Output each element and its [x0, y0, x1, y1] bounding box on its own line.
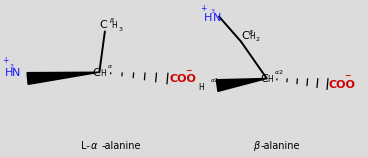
Text: -alanine: -alanine — [102, 141, 141, 151]
Text: H: H — [268, 75, 273, 84]
Text: H: H — [4, 68, 13, 78]
Text: H: H — [249, 32, 255, 41]
Text: L-: L- — [81, 141, 90, 151]
Text: α: α — [107, 64, 112, 69]
Text: −: − — [185, 66, 191, 75]
Text: N: N — [213, 13, 221, 23]
Text: α: α — [275, 70, 279, 75]
Text: β: β — [249, 30, 253, 35]
Text: H: H — [198, 83, 204, 92]
Text: -alanine: -alanine — [260, 141, 300, 151]
Text: α: α — [91, 141, 97, 151]
Text: H: H — [204, 13, 213, 23]
Text: C: C — [260, 74, 268, 84]
Text: β: β — [110, 18, 114, 23]
Text: 2: 2 — [279, 70, 283, 75]
Text: COO: COO — [169, 74, 196, 84]
Text: C: C — [93, 68, 100, 78]
Polygon shape — [216, 78, 267, 91]
Polygon shape — [27, 72, 99, 84]
Text: α1: α1 — [210, 78, 219, 83]
Text: C: C — [242, 31, 250, 41]
Text: N: N — [12, 68, 20, 78]
Text: β: β — [253, 141, 259, 151]
Text: −: − — [344, 71, 351, 80]
Text: C: C — [99, 20, 107, 30]
Text: 2: 2 — [256, 37, 260, 42]
Text: H: H — [112, 21, 117, 30]
Text: 3: 3 — [210, 9, 214, 14]
Text: 3: 3 — [118, 27, 123, 32]
Text: COO: COO — [329, 80, 355, 90]
Text: H: H — [100, 68, 106, 78]
Text: +: + — [201, 4, 207, 13]
Text: +: + — [2, 56, 8, 65]
Text: 3: 3 — [10, 64, 14, 69]
